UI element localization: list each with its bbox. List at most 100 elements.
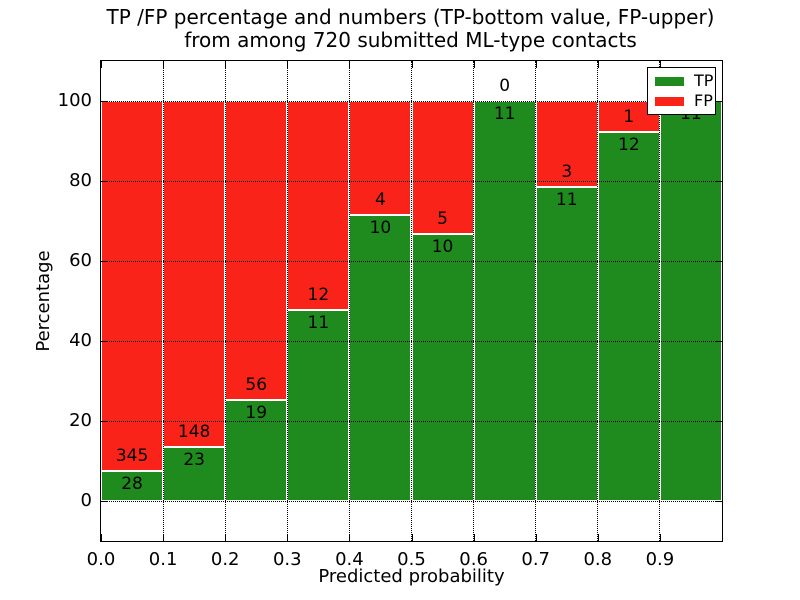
bar-segment-tp-6	[473, 101, 536, 501]
gridline-horizontal	[101, 500, 722, 502]
bar-segment-fp-4	[349, 101, 412, 216]
bar-label-fp-6: 0	[499, 76, 511, 96]
gridline-vertical	[535, 61, 537, 541]
legend-label-tp: TP	[694, 71, 714, 90]
gridline-vertical	[162, 61, 164, 541]
x-tick-bottom	[473, 534, 475, 541]
x-tick-top	[225, 61, 227, 68]
x-tick-label: 0.6	[459, 549, 488, 570]
bar-label-fp-8: 1	[623, 106, 635, 127]
bar-label-fp-1: 148	[177, 422, 211, 443]
y-tick-right	[715, 261, 722, 262]
x-tick-top	[535, 61, 537, 68]
x-tick-label: 0.2	[210, 549, 240, 570]
bar-label-tp-2: 19	[245, 402, 268, 423]
x-tick-top	[163, 61, 165, 68]
y-tick-right	[715, 101, 722, 102]
bar-label-fp-3: 12	[307, 284, 330, 305]
x-tick-top	[287, 61, 289, 68]
gridline-vertical	[659, 61, 661, 541]
bar-segment-tp-9	[659, 101, 722, 501]
chart-title-line2: from among 720 submitted ML-type contact…	[184, 28, 637, 52]
x-tick-label: 0.9	[645, 549, 675, 570]
y-tick-right	[715, 181, 722, 182]
bar-segment-fp-5	[411, 101, 474, 235]
bar-label-tp-5: 10	[431, 237, 454, 258]
bar-label-tp-8: 12	[618, 134, 640, 155]
bar-label-fp-2: 56	[245, 374, 268, 395]
bar-segment-fp-3	[287, 101, 350, 310]
chart-title: TP /FP percentage and numbers (TP-bottom…	[100, 6, 721, 52]
x-tick-bottom	[349, 534, 351, 541]
gridline-horizontal	[101, 420, 722, 422]
x-tick-label: 0.1	[148, 549, 178, 570]
x-tick-top	[101, 61, 102, 68]
gridline-horizontal	[101, 340, 722, 342]
bar-label-tp-0: 28	[121, 473, 143, 494]
y-tick-left	[101, 341, 108, 342]
bar-segment-tp-3	[287, 309, 350, 501]
bar-label-tp-7: 11	[555, 189, 578, 210]
x-tick-label: 0.8	[583, 549, 613, 570]
x-tick-top	[659, 61, 661, 68]
x-tick-top	[473, 61, 475, 68]
x-tick-bottom	[225, 534, 227, 541]
y-tick-right	[715, 341, 722, 342]
gridline-vertical	[473, 61, 475, 541]
x-tick-label: 0.4	[335, 549, 364, 570]
bar-label-fp-4: 4	[375, 190, 386, 211]
x-tick-label: 0.7	[521, 549, 551, 570]
bar-segment-tp-4	[349, 215, 412, 501]
x-tick-label: 0.3	[272, 549, 302, 570]
bar-segment-fp-2	[225, 101, 288, 400]
legend: TP FP	[647, 67, 716, 115]
y-tick-label: 40	[69, 330, 92, 351]
gridline-vertical	[597, 61, 599, 541]
gridline-vertical	[348, 61, 350, 541]
y-tick-label: 100	[57, 90, 92, 111]
gridline-horizontal	[101, 180, 722, 182]
y-tick-label: 20	[69, 410, 92, 431]
legend-label-fp: FP	[694, 91, 713, 110]
bar-label-tp-1: 23	[183, 450, 205, 471]
x-tick-label: 0.5	[397, 549, 426, 570]
y-tick-label: 80	[69, 170, 92, 191]
plot-area: Predicted probability Percentage 345 28 14…	[33, 60, 723, 587]
y-tick-label: 0	[80, 490, 92, 511]
gridline-horizontal	[101, 260, 722, 262]
y-tick-label: 60	[69, 250, 92, 271]
x-tick-bottom	[163, 534, 165, 541]
bar-segment-tp-1	[163, 447, 226, 501]
x-tick-top	[597, 61, 599, 68]
y-tick-left	[101, 261, 108, 262]
x-tick-bottom	[659, 534, 661, 541]
legend-swatch-fp-icon	[655, 96, 684, 106]
x-tick-bottom	[597, 534, 599, 541]
gridline-horizontal	[101, 100, 722, 102]
x-tick-top	[349, 61, 351, 68]
bar-label-tp-4: 10	[369, 218, 392, 239]
x-tick-bottom	[101, 534, 102, 541]
bar-label-fp-7: 3	[561, 161, 573, 182]
bar-segment-tp-7	[535, 186, 598, 501]
bar-segment-tp-5	[411, 234, 474, 501]
y-tick-left	[101, 501, 108, 502]
x-axis-label: Predicted probability	[318, 566, 505, 587]
y-tick-left	[101, 101, 108, 102]
y-tick-right	[715, 501, 722, 502]
bar-segment-fp-0	[101, 101, 164, 471]
bar-label-tp-3: 11	[307, 312, 330, 333]
bar-label-fp-0: 345	[115, 445, 149, 466]
y-tick-left	[101, 181, 108, 182]
x-tick-top	[411, 61, 413, 68]
gridline-vertical	[411, 61, 412, 541]
bar-label-fp-5: 5	[437, 209, 448, 230]
bar-segment-fp-7	[535, 101, 598, 187]
bar-segment-tp-0	[101, 470, 164, 501]
legend-entry-tp: TP	[655, 73, 713, 89]
x-tick-bottom	[535, 534, 537, 541]
bar-segment-fp-1	[163, 101, 226, 448]
bar-label-tp-6: 11	[493, 104, 516, 124]
gridline-vertical	[286, 61, 288, 541]
